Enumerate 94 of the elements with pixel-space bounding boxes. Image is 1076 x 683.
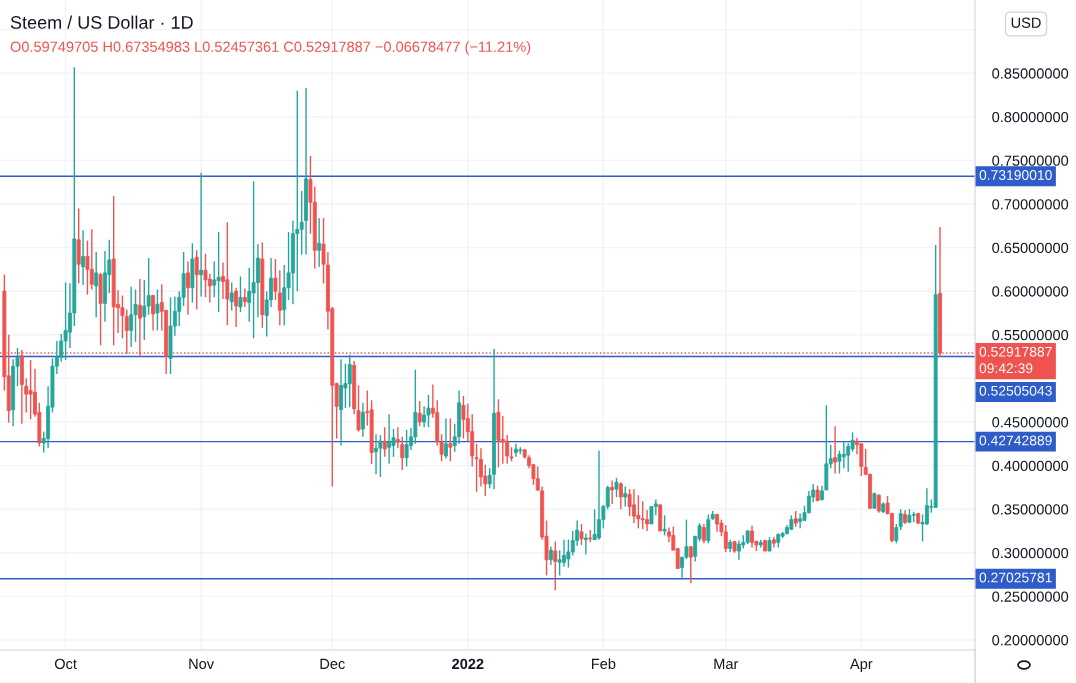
y-tick-label: 0.45000000 <box>992 417 1069 428</box>
y-tick-label: 0.60000000 <box>992 286 1069 297</box>
candlestick <box>229 281 234 312</box>
candlestick <box>199 171 204 298</box>
candlestick <box>645 509 650 532</box>
candlestick <box>701 523 706 544</box>
candlestick <box>63 281 68 361</box>
candlestick <box>242 287 247 308</box>
y-tick-label: 0.40000000 <box>992 460 1069 472</box>
candlestick <box>841 440 846 469</box>
candlestick <box>238 275 243 313</box>
candlestick <box>610 479 615 505</box>
candlestick <box>833 425 838 475</box>
candlestick <box>798 512 803 530</box>
y-tick-label: 0.25000000 <box>992 591 1069 602</box>
candlestick <box>360 402 365 438</box>
candlestick <box>282 264 287 326</box>
y-tick-label: 0.35000000 <box>992 504 1069 515</box>
x-tick-label: Feb <box>592 658 616 670</box>
candlestick <box>387 413 392 465</box>
candlestick <box>505 434 510 465</box>
candlestick <box>129 286 134 348</box>
x-tick-label: Dec <box>320 658 345 670</box>
candlestick <box>234 287 239 328</box>
x-tick-label: Nov <box>189 658 215 670</box>
text: USD <box>1011 17 1041 28</box>
ref-line-label: 0.52505043 <box>979 385 1052 396</box>
ref-line-label: 0.42742889 <box>979 435 1052 446</box>
candlestick <box>151 294 155 332</box>
candlestick <box>618 481 623 510</box>
candlestick <box>924 487 929 526</box>
candlestick <box>422 405 427 428</box>
x-tick-label: Apr <box>850 658 873 672</box>
y-tick-label: 0.30000000 <box>992 547 1069 559</box>
candlestick <box>251 180 256 339</box>
candlestick <box>461 395 466 440</box>
candlestick <box>317 217 322 268</box>
candlestick <box>876 493 881 514</box>
candlestick <box>133 288 138 343</box>
candlestick <box>846 442 851 473</box>
candlestick <box>426 394 431 428</box>
candlestick <box>444 417 448 460</box>
x-tick-label: Oct <box>54 658 77 670</box>
annotation: O0.59749705 H0.67354983 L0.52457361 C0.52917887 −0.06678477 (−11.21%) <box>10 41 531 55</box>
candlestick <box>623 485 628 508</box>
candlestick <box>478 447 483 488</box>
candlestick <box>500 415 505 465</box>
candlestick <box>89 228 94 291</box>
ref-line-label: 0.73190010 <box>979 170 1052 180</box>
candlestick <box>277 269 282 326</box>
candlestick <box>640 500 645 530</box>
ref-line-label: 0.27025781 <box>979 572 1052 583</box>
candlestick <box>155 288 160 332</box>
y-tick-label: 0.65000000 <box>992 242 1069 254</box>
y-tick-label: 0.75000000 <box>992 155 1069 166</box>
candlestick <box>548 545 553 566</box>
candlestick <box>404 429 409 468</box>
candlestick <box>247 266 252 323</box>
y-tick-label: 0.85000000 <box>992 68 1069 79</box>
candlestick <box>579 523 584 546</box>
ref-line-label: 0.52917887 <box>979 346 1052 357</box>
candlestick <box>688 545 693 584</box>
candlestick <box>203 253 208 299</box>
candlestick <box>28 359 33 421</box>
candlestick <box>378 434 383 478</box>
candlestick <box>94 251 99 319</box>
candlestick <box>194 249 199 311</box>
candlestick <box>142 279 147 341</box>
candlestick <box>382 426 387 458</box>
candlestick <box>216 231 221 313</box>
x-tick-label: 2022 <box>452 658 484 670</box>
y-tick-label: 0.80000000 <box>992 111 1069 123</box>
y-tick-label: 0.20000000 <box>992 635 1069 646</box>
text: 09:42:39 <box>979 363 1033 374</box>
candlestick <box>186 260 190 316</box>
candlestick <box>723 524 728 553</box>
candlestick <box>583 532 588 556</box>
candlestick <box>207 273 212 304</box>
candlestick <box>553 540 558 591</box>
x-tick-label: Mar <box>714 658 739 670</box>
text: Steem / US Dollar · 1D <box>10 15 193 29</box>
candlestick <box>417 400 422 428</box>
y-tick-label: 0.70000000 <box>992 199 1069 210</box>
candlestick <box>557 549 562 577</box>
candlestick <box>614 477 619 498</box>
y-tick-label: 0.55000000 <box>992 329 1069 341</box>
candlestick <box>662 514 667 537</box>
candlestick <box>736 539 741 561</box>
candlestick <box>448 417 453 462</box>
candlestick <box>347 354 352 408</box>
candlestick <box>706 513 711 544</box>
candlestick <box>81 229 86 286</box>
candlestick <box>225 221 230 326</box>
candlestick <box>212 260 217 299</box>
